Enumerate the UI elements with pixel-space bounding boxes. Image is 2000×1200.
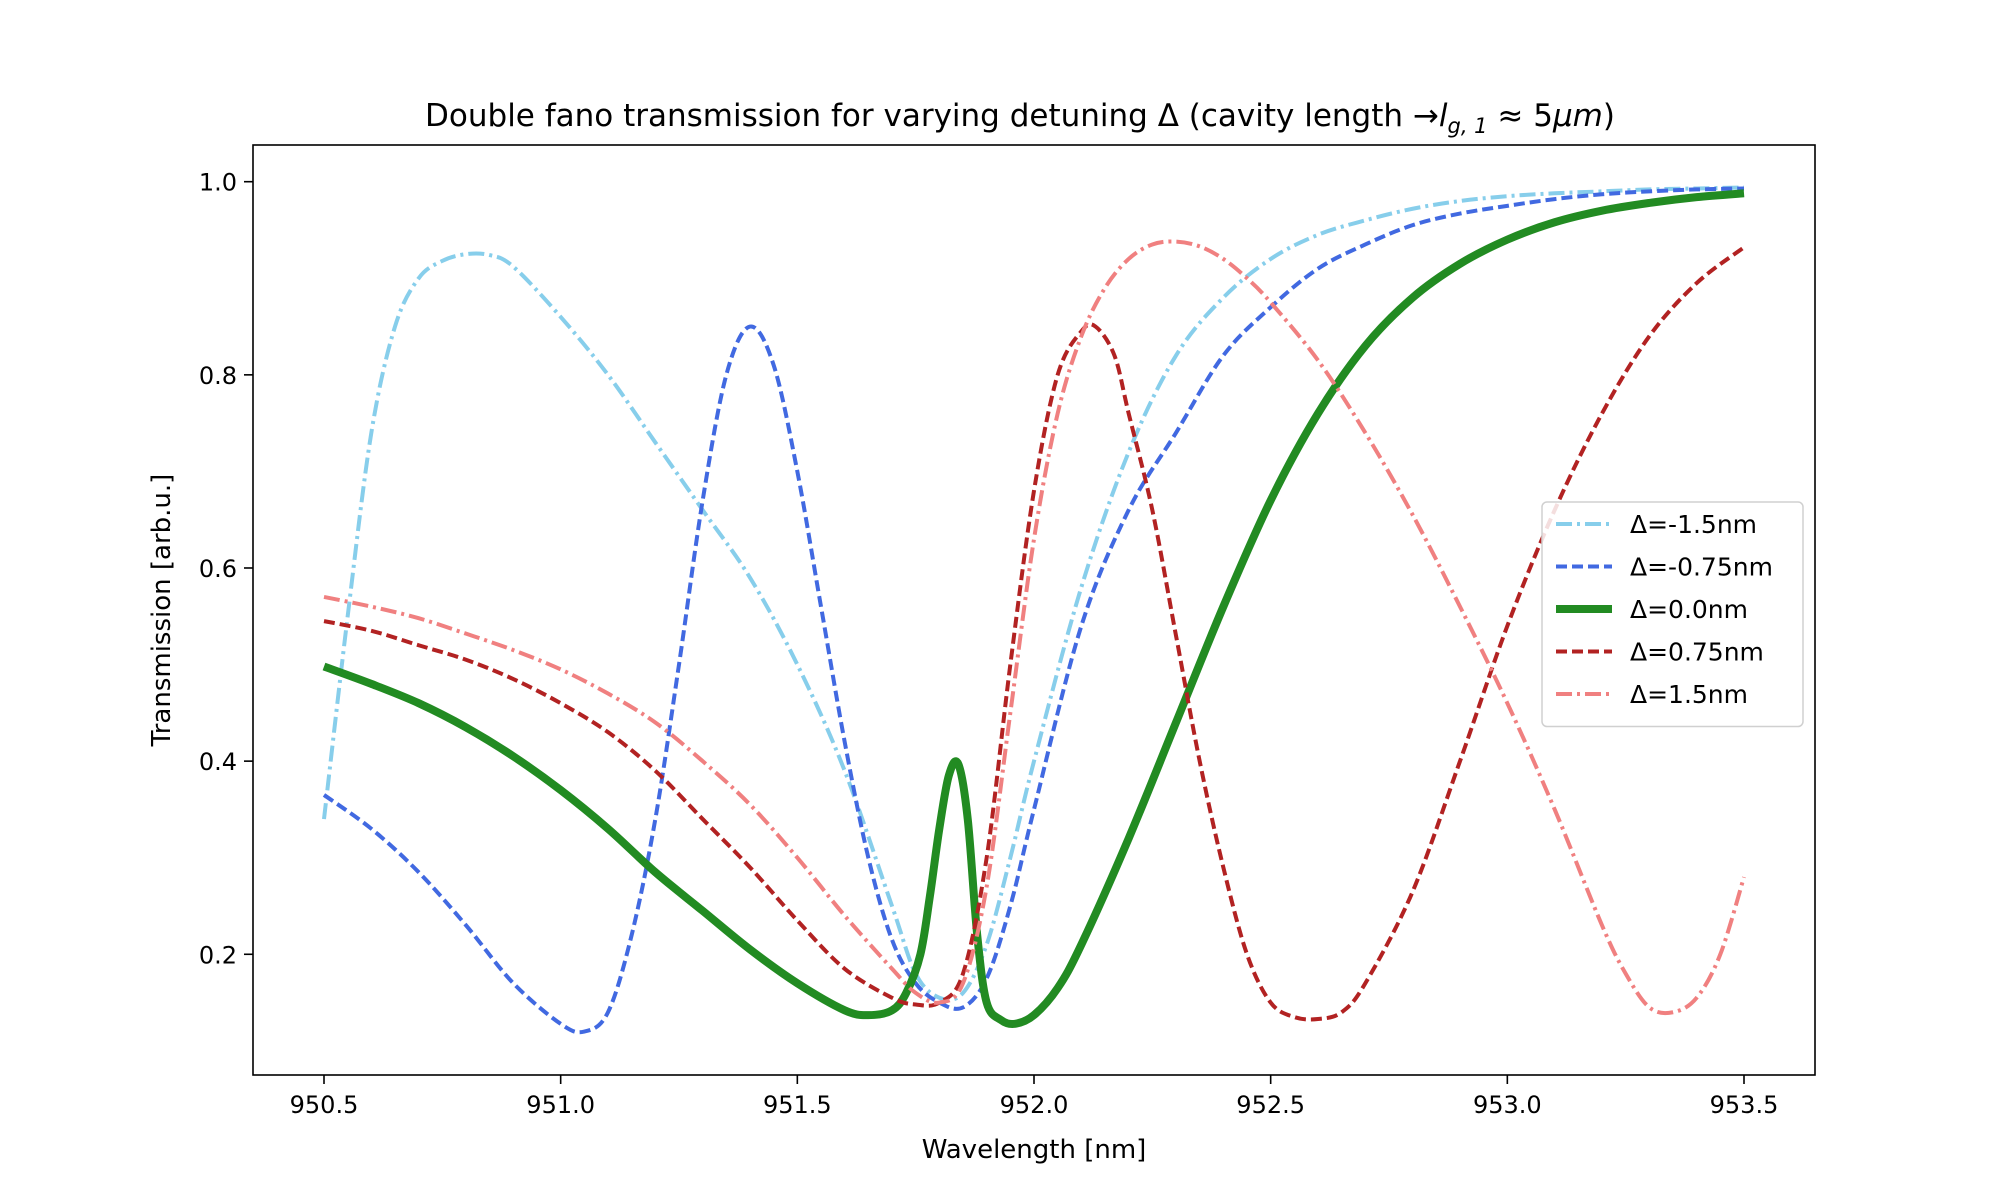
y-axis: 0.2 0.4 0.6 0.8 1.0 [199,169,253,969]
y-axis-label: Transmission [arb.u.] [147,474,177,748]
y-tick-label: 0.4 [199,748,237,776]
series-line-5 [323,239,1746,1016]
series-line-2 [322,186,1745,1035]
series-layer [322,185,1746,1035]
chart-title-arrow: → [1413,98,1439,134]
chart-title-symbol: l [1439,98,1448,134]
chart-title-subscript: g, 1 [1447,114,1487,138]
x-tick-label: 951.0 [526,1091,595,1119]
legend-label: Δ=-0.75nm [1630,553,1773,582]
legend-frame [1541,501,1804,728]
x-tick-label: 950.5 [290,1091,359,1119]
series-line-1 [322,185,1745,1002]
x-tick-label: 952.5 [1236,1091,1305,1119]
legend-label: Δ=-1.5nm [1630,510,1757,539]
series-line-3 [322,189,1745,1029]
y-tick-label: 0.8 [199,362,237,390]
legend: Δ=-1.5nm Δ=-0.75nm Δ=0.0nm Δ=0.75nm Δ=1.5nm [1541,501,1804,728]
x-axis: 950.5 951.0 951.5 952.0 952.5 953.0 953.5 [290,1075,1779,1119]
series-line-4 [323,245,1746,1022]
y-tick-label: 0.6 [199,555,237,583]
chart-title-approx: ≈ 5 [1488,98,1553,134]
x-tick-label: 951.5 [763,1091,832,1119]
y-tick-label: 0.2 [199,941,237,969]
legend-label: Δ=0.75nm [1630,638,1764,667]
x-tick-label: 952.0 [1000,1091,1069,1119]
chart-title-prefix: Double fano transmission for varying det… [425,98,1413,134]
legend-label: Δ=0.0nm [1630,595,1748,624]
chart-title: Double fano transmission for varying det… [425,98,1615,138]
chart-title-suffix: ) [1603,98,1615,134]
x-tick-label: 953.0 [1473,1091,1542,1119]
legend-label: Δ=1.5nm [1630,680,1748,709]
chart-title-unit: μm [1552,98,1603,134]
x-tick-label: 953.5 [1710,1091,1779,1119]
x-axis-label: Wavelength [nm] [922,1135,1147,1165]
y-tick-label: 1.0 [199,169,237,197]
